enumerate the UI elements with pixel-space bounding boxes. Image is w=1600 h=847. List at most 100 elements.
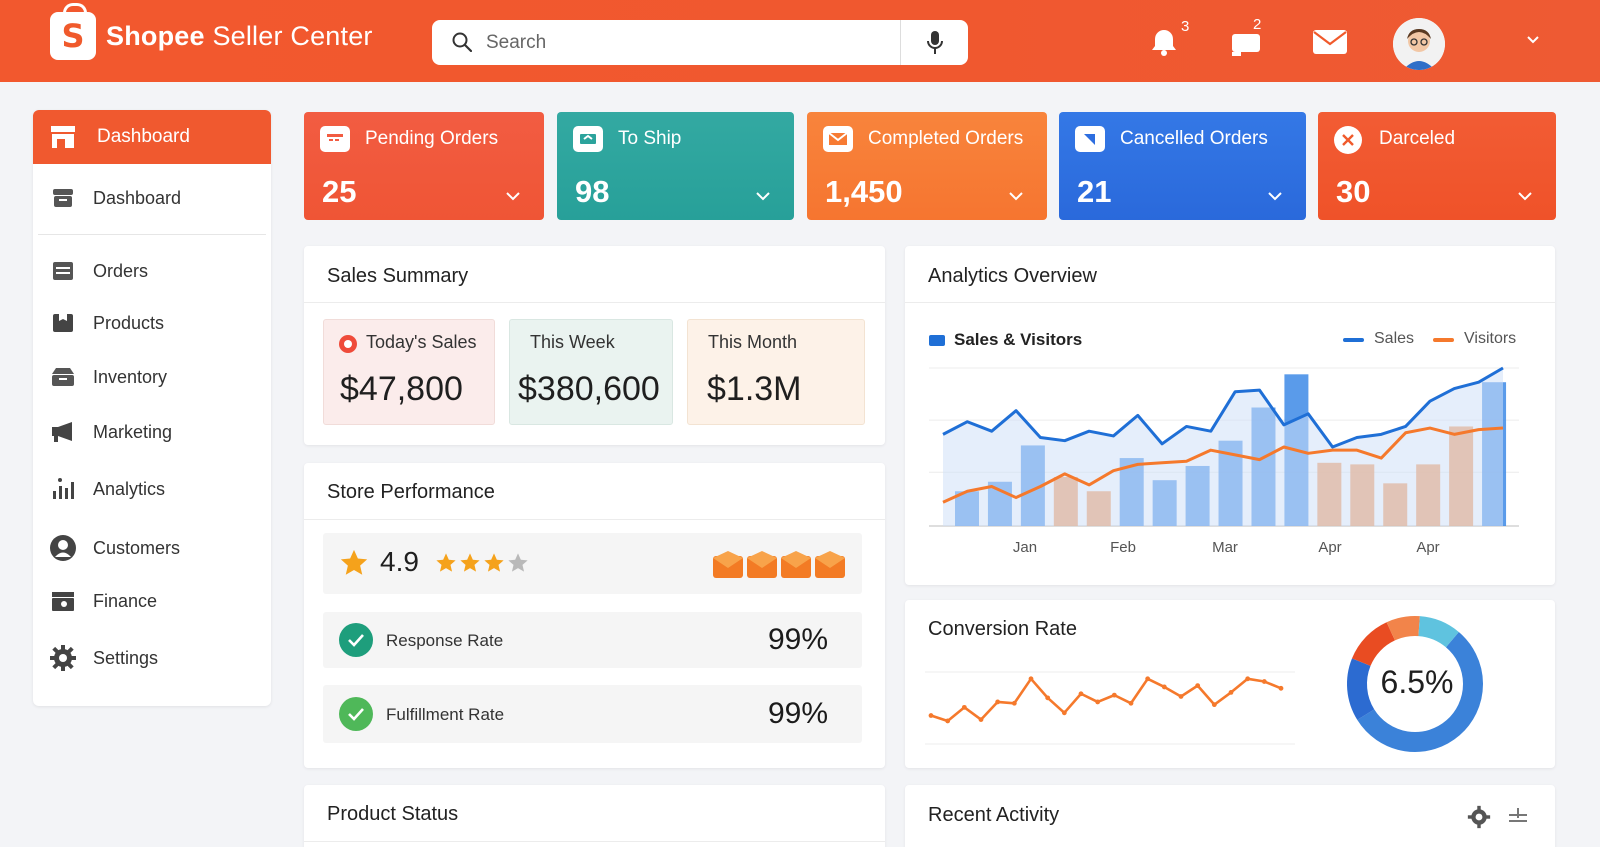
chevron-down-icon[interactable] <box>504 190 522 202</box>
store-icon <box>49 123 77 151</box>
conversion-point <box>1161 684 1167 690</box>
conversion-donut-chart[interactable] <box>1339 613 1491 755</box>
sidebar-item-dashboard[interactable]: Dashboard <box>33 176 271 220</box>
today-sales-card[interactable]: Today's Sales $47,800 <box>323 319 495 425</box>
brand-subtitle: Seller Center <box>212 20 373 51</box>
panel-title: Sales Summary <box>327 265 469 287</box>
chat-button[interactable]: 2 <box>1227 16 1267 62</box>
conversion-point <box>1111 692 1117 698</box>
sales-visitors-chart[interactable]: Jan Feb Mar Apr Apr <box>905 356 1555 556</box>
sidebar-item-label: Dashboard <box>97 126 190 147</box>
megaphone-icon <box>49 418 77 446</box>
conversion-point <box>1228 690 1234 695</box>
stat-label: Darceled <box>1379 128 1456 149</box>
brand-logo[interactable]: S Shopee Seller Center <box>50 3 373 60</box>
sidebar-item-settings[interactable]: Settings <box>33 636 271 680</box>
conversion-point <box>1195 683 1201 688</box>
stat-card-to-ship[interactable]: To Ship 98 <box>557 112 794 220</box>
stat-value: 21 <box>1077 174 1112 209</box>
response-rate-row: Response Rate 99% <box>323 612 862 668</box>
chevron-down-icon[interactable] <box>1516 190 1534 202</box>
stat-label: Pending Orders <box>365 128 499 149</box>
avatar[interactable] <box>1393 18 1445 70</box>
gear-icon[interactable] <box>1467 805 1491 829</box>
shopee-bag-icon: S <box>50 3 96 60</box>
filter-icon[interactable] <box>1507 805 1529 827</box>
stat-card-cancelled-orders[interactable]: Cancelled Orders 21 <box>1059 112 1306 220</box>
panel-title: Store Performance <box>327 481 495 503</box>
panel-title: Conversion Rate <box>928 618 1077 640</box>
mail-icon <box>1313 30 1347 54</box>
conversion-point <box>928 713 934 718</box>
stat-label: Completed Orders <box>868 128 1024 149</box>
stat-card-pending-orders[interactable]: Pending Orders 25 <box>304 112 544 220</box>
response-rate-value: 99% <box>767 623 828 656</box>
search-bar <box>432 20 968 65</box>
box-icon <box>49 184 77 212</box>
conversion-line-chart[interactable] <box>925 660 1305 760</box>
sidebar-item-analytics[interactable]: Analytics <box>33 467 271 511</box>
today-sales-label: Today's Sales <box>366 332 477 352</box>
bar-chart-icon <box>49 475 77 503</box>
sidebar-item-finance[interactable]: Finance <box>33 579 271 623</box>
user-avatar-icon <box>1393 18 1445 70</box>
donut-slice <box>1352 622 1396 667</box>
this-month-card[interactable]: This Month $1.3M <box>687 319 865 425</box>
sidebar-item-label: Marketing <box>93 421 173 442</box>
this-week-value: $380,600 <box>518 370 660 408</box>
sidebar-item-products[interactable]: Products <box>33 301 271 345</box>
sidebar-item-orders[interactable]: Orders <box>33 249 271 293</box>
user-icon <box>49 534 77 562</box>
truck-icon <box>573 126 603 152</box>
record-icon <box>339 335 357 353</box>
legend-swatch-visitors <box>1433 338 1454 342</box>
conversion-point <box>1095 699 1101 705</box>
conversion-point <box>1261 679 1267 684</box>
divider <box>304 841 885 842</box>
chevron-down-icon[interactable] <box>1007 190 1025 202</box>
this-week-card[interactable]: This Week $380,600 <box>509 319 673 425</box>
envelope-icon <box>823 126 853 152</box>
chevron-down-icon[interactable] <box>1525 34 1541 46</box>
sidebar-item-customers[interactable]: Customers <box>33 526 271 570</box>
sidebar-item-label: Inventory <box>93 366 168 387</box>
stat-card-darceled[interactable]: Darceled 30 <box>1318 112 1556 220</box>
sidebar-item-marketing[interactable]: Marketing <box>33 410 271 454</box>
search-icon[interactable] <box>452 32 472 52</box>
inventory-icon <box>49 363 77 391</box>
mail-badge-icon <box>781 551 811 578</box>
sidebar-item-label: Products <box>93 312 165 333</box>
fulfillment-rate-label: Fulfillment Rate <box>386 705 505 724</box>
voice-search-button[interactable] <box>900 20 968 65</box>
divider <box>304 519 885 520</box>
x-tick-label: Feb <box>1110 539 1136 556</box>
conversion-rate-value: 6.5% <box>1380 664 1454 700</box>
stat-label: Cancelled Orders <box>1120 128 1268 149</box>
microphone-icon <box>926 30 943 54</box>
sidebar-item-label: Dashboard <box>93 187 182 208</box>
badge-icons <box>712 550 846 580</box>
this-month-label: This Month <box>708 332 798 352</box>
conversion-point <box>961 704 967 710</box>
notifications-button[interactable]: 3 <box>1144 18 1189 62</box>
stat-label: To Ship <box>618 128 682 149</box>
x-tick-label: Apr <box>1318 539 1341 556</box>
notification-count: 3 <box>1181 18 1190 35</box>
sidebar-item-dashboard-active[interactable]: Dashboard <box>33 110 271 164</box>
donut-slice <box>1357 632 1483 752</box>
messages-button[interactable] <box>1310 22 1350 62</box>
search-input[interactable] <box>486 20 916 65</box>
stat-value: 1,450 <box>825 174 903 209</box>
chevron-down-icon[interactable] <box>1266 190 1284 202</box>
chevron-down-icon[interactable] <box>754 190 772 202</box>
sidebar-divider <box>38 234 266 235</box>
legend-visitors[interactable]: Visitors <box>1464 330 1517 347</box>
stat-value: 30 <box>1336 174 1371 209</box>
sidebar-item-inventory[interactable]: Inventory <box>33 355 271 399</box>
chat-count: 2 <box>1253 16 1262 33</box>
recent-activity-panel: Recent Activity <box>905 785 1555 847</box>
rating-row: 4.9 <box>323 533 862 594</box>
legend-sales[interactable]: Sales <box>1374 330 1415 347</box>
stat-card-completed-orders[interactable]: Completed Orders 1,450 <box>807 112 1047 220</box>
this-week-label: This Week <box>530 332 615 352</box>
